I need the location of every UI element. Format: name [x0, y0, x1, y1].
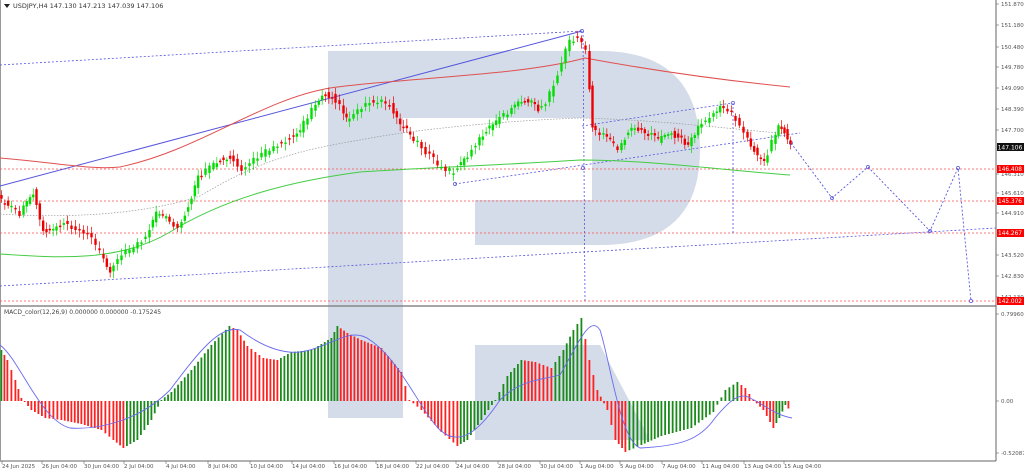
price-tick: 151.870	[1001, 2, 1024, 8]
macd-histogram[interactable]	[0, 318, 790, 452]
macd-axis-tick: -0.520878	[1001, 451, 1024, 457]
time-tick: 7 Aug 04:00	[662, 464, 696, 470]
level-price-tag: 145.376	[997, 197, 1024, 205]
price-tick: 144.910	[1001, 211, 1024, 217]
symbol-ohlc: USDJPY,H4 147.130 147.213 147.039 147.10…	[13, 2, 164, 10]
price-tick: 145.610	[1001, 191, 1024, 197]
time-tick: 13 Aug 04:00	[744, 464, 782, 470]
price-tick: 146.310	[1001, 172, 1024, 178]
time-tick: 24 Jun 2025	[2, 464, 36, 470]
time-tick: 4 Jul 04:00	[166, 464, 196, 470]
price-tick: 149.090	[1001, 86, 1024, 92]
trend-lines[interactable]	[0, 29, 997, 303]
level-price-tag: 146.408	[997, 165, 1024, 173]
svg-text:146.408: 146.408	[998, 167, 1022, 173]
svg-text:144.267: 144.267	[998, 231, 1022, 237]
time-tick: 2 Jul 04:00	[124, 464, 154, 470]
time-tick: 28 Jul 04:00	[498, 464, 531, 470]
forecast-path[interactable]	[790, 142, 972, 302]
time-tick: 11 Aug 04:00	[702, 464, 740, 470]
macd-axis-tick: 0.00	[1001, 399, 1014, 405]
price-tick: 142.830	[1001, 274, 1024, 280]
svg-text:142.002: 142.002	[998, 299, 1022, 305]
price-tick: 150.480	[1001, 45, 1024, 51]
collapse-triangle-icon[interactable]	[4, 4, 10, 8]
price-tick: 148.390	[1001, 107, 1024, 113]
time-tick: 30 Jul 04:00	[540, 464, 573, 470]
svg-text:147.106: 147.106	[998, 145, 1023, 152]
moving-averages	[0, 57, 791, 258]
time-tick: 8 Jul 04:00	[208, 464, 238, 470]
level-price-tag: 144.267	[997, 229, 1024, 237]
time-tick: 22 Jul 04:00	[416, 464, 449, 470]
time-tick: 30 Jun 04:00	[84, 464, 119, 470]
symbol-header: USDJPY,H4 147.130 147.213 147.039 147.10…	[4, 2, 163, 10]
time-tick: 14 Jul 04:00	[292, 464, 325, 470]
time-tick: 24 Jul 04:00	[456, 464, 489, 470]
price-tick: 147.700	[1001, 128, 1024, 134]
level-price-tag: 142.002	[997, 297, 1024, 305]
time-tick: 10 Jul 04:00	[250, 464, 283, 470]
svg-text:145.376: 145.376	[998, 199, 1022, 205]
macd-axis-tick: 0.799602	[1001, 312, 1024, 318]
price-tick: 149.780	[1001, 65, 1024, 71]
time-tick: 26 Jun 04:00	[42, 464, 77, 470]
price-tick: 143.520	[1001, 253, 1024, 259]
current-price-tag: 147.106	[997, 143, 1024, 152]
time-tick: 18 Jul 04:00	[376, 464, 409, 470]
macd-indicator-label: MACD_color(12,26,9) 0.000000 0.000000 -0…	[4, 309, 162, 316]
macd-signal-line	[0, 325, 793, 449]
price-tick: 151.180	[1001, 23, 1024, 29]
price-candles[interactable]	[0, 30, 792, 279]
time-tick: 1 Aug 04:00	[580, 464, 614, 470]
time-tick: 16 Jul 04:00	[334, 464, 367, 470]
time-tick: 5 Aug 04:00	[620, 464, 654, 470]
time-tick: 15 Aug 04:00	[784, 464, 822, 470]
